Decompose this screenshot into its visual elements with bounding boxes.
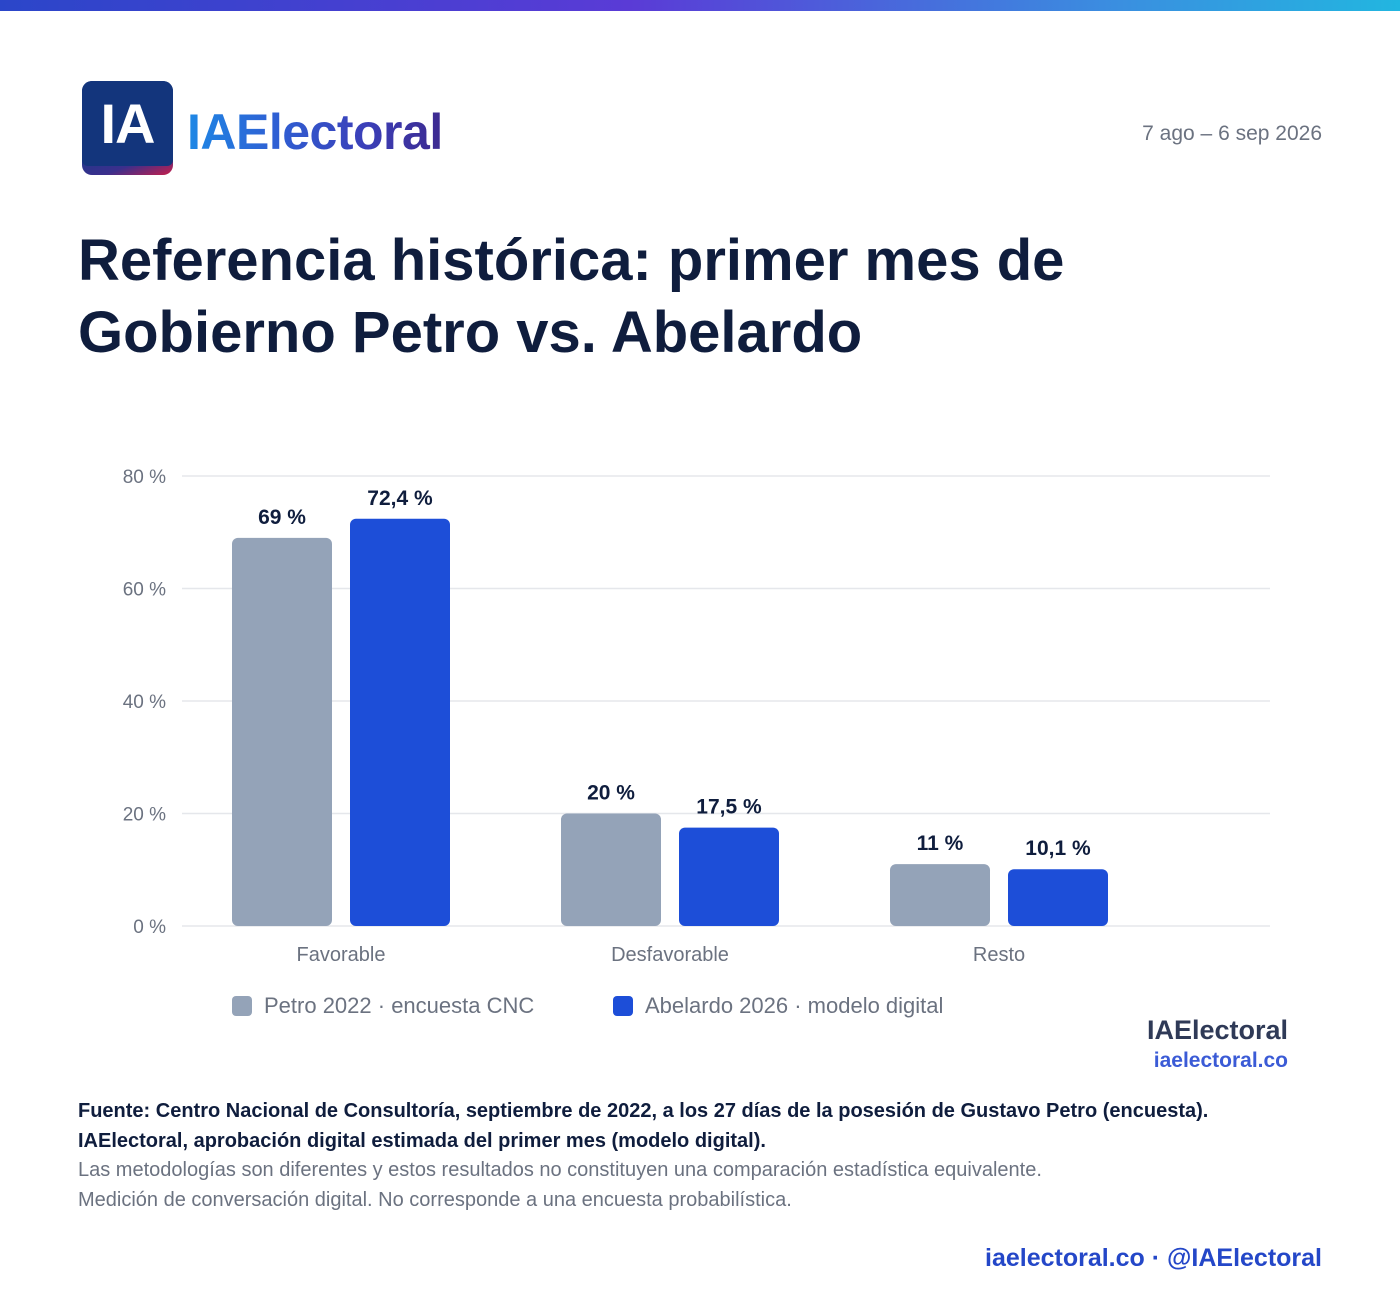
chart-svg: 0 % 20 % 40 % 60 % 80 % 69 % 72,4 % Favorable 20… — [123, 467, 1270, 966]
title-line-2: Gobierno Petro vs. Abelardo — [78, 300, 863, 365]
x-tick-label: Resto — [973, 944, 1025, 966]
source-text: Fuente: Centro Nacional de Consultoría, … — [78, 1100, 1209, 1152]
y-tick-label: 40 % — [123, 692, 166, 713]
watermark-url: iaelectoral.co — [1153, 1049, 1288, 1072]
bar-resto-petro — [890, 864, 990, 926]
data-label: 69 % — [258, 506, 306, 529]
date-range: 7 ago – 6 sep 2026 — [1142, 122, 1322, 145]
bar-favorable-petro — [232, 537, 332, 926]
bar-desfavorable-petro — [561, 813, 661, 926]
y-tick-label: 60 % — [123, 580, 166, 601]
digital-measure-note: Medición de conversación digital. No cor… — [78, 1189, 792, 1211]
methodology-note: Las metodologías son diferentes y estos … — [78, 1159, 1042, 1181]
bar-desfavorable-abelardo — [679, 827, 779, 926]
legend-swatch-abelardo — [613, 996, 633, 1016]
legend-item-abelardo: Abelardo 2026 · modelo digital — [613, 993, 943, 1019]
top-accent-bar — [0, 0, 1400, 11]
y-tick-label: 20 % — [123, 805, 166, 826]
legend-label-petro: Petro 2022 · encuesta CNC — [264, 993, 535, 1018]
data-label: 20 % — [587, 782, 635, 805]
brand-name: IAElectoral — [187, 104, 443, 160]
data-label: 10,1 % — [1025, 837, 1091, 860]
page-title: Referencia histórica: primer mes de Gobi… — [78, 225, 1278, 369]
x-tick-label: Desfavorable — [611, 944, 729, 966]
data-label: 72,4 % — [367, 487, 433, 510]
bar-chart: 0 % 20 % 40 % 60 % 80 % 69 % 72,4 % Favorable 20… — [0, 440, 1400, 1000]
data-label: 11 % — [917, 832, 964, 855]
logo-letters: IA — [100, 92, 156, 155]
logo: IA — [82, 81, 173, 175]
data-label: 17,5 % — [696, 796, 762, 819]
legend-swatch-petro — [232, 996, 252, 1016]
legend-item-petro: Petro 2022 · encuesta CNC — [232, 993, 534, 1019]
x-tick-label: Favorable — [297, 944, 386, 966]
watermark-name: IAElectoral — [1146, 1015, 1288, 1045]
footer-links: iaelectoral.co · @IAElectoral — [985, 1244, 1322, 1272]
logo-inner — [82, 81, 173, 166]
legend-label-abelardo: Abelardo 2026 · modelo digital — [645, 993, 944, 1018]
title-line-1: Referencia histórica: primer mes de — [78, 228, 1065, 293]
y-tick-label: 0 % — [133, 917, 166, 938]
bar-favorable-abelardo — [350, 518, 450, 926]
y-tick-label: 80 % — [123, 467, 166, 488]
bar-resto-abelardo — [1008, 869, 1108, 926]
